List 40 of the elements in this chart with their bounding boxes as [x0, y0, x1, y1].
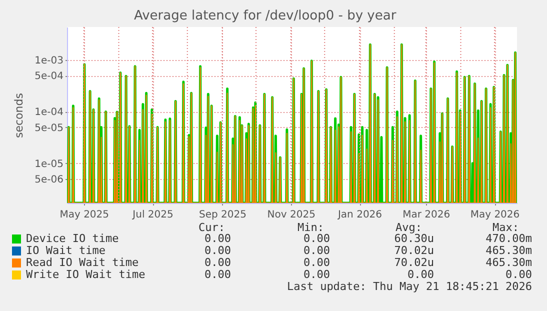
- text: 0.00: [204, 244, 231, 257]
- y-tick-label: 5e-06: [34, 174, 64, 186]
- text: 0.00: [304, 232, 330, 245]
- text: 465.30m: [486, 256, 532, 269]
- x-tick-label: Jan 2026: [336, 210, 382, 220]
- y-tick-label: 5e-04: [34, 71, 64, 82]
- text: 70.02u: [394, 256, 434, 269]
- chart-title: Average latency for /dev/loop0 - by year: [134, 8, 397, 24]
- x-tick-label: Jul 2025: [132, 210, 174, 220]
- x-tick-label: May 2025: [60, 210, 110, 220]
- text: 0.00: [204, 232, 231, 245]
- legend-label: Device IO time: [26, 232, 119, 245]
- y-tick-label: 5e-05: [34, 122, 64, 134]
- text: 0.00: [304, 244, 330, 257]
- legend-label: Read IO Wait time: [26, 256, 139, 269]
- text: Cur:: [198, 221, 225, 234]
- text: Min:: [298, 221, 324, 234]
- x-tick-label: Mar 2026: [402, 210, 450, 220]
- text: 70.02u: [394, 244, 434, 257]
- x-tick-label: May 2026: [470, 210, 520, 220]
- text: 465.30m: [486, 244, 532, 257]
- text: 0.00: [204, 256, 231, 269]
- text: 0.00: [408, 268, 434, 281]
- y-tick-label: 1e-05: [34, 158, 64, 170]
- x-tick-label: Nov 2025: [267, 210, 316, 220]
- text: 0.00: [304, 268, 330, 281]
- y-tick-label: 1e-03: [34, 56, 64, 67]
- text: 470.00m: [486, 232, 532, 245]
- y-tick-label: 1e-04: [34, 107, 64, 118]
- legend-label: IO Wait time: [26, 244, 106, 257]
- text: 0.00: [204, 268, 231, 281]
- text: Max:: [492, 221, 519, 234]
- text: 0.00: [506, 268, 532, 281]
- text: 0.00: [304, 256, 330, 269]
- legend-label: Write IO Wait time: [26, 268, 146, 281]
- y-axis-title: seconds: [12, 92, 26, 138]
- text: Avg:: [396, 221, 422, 234]
- text: 60.30u: [394, 232, 434, 245]
- x-tick-label: Sep 2025: [199, 210, 246, 220]
- text: Last update: Thu May 21 18:45:21 2026: [286, 280, 532, 293]
